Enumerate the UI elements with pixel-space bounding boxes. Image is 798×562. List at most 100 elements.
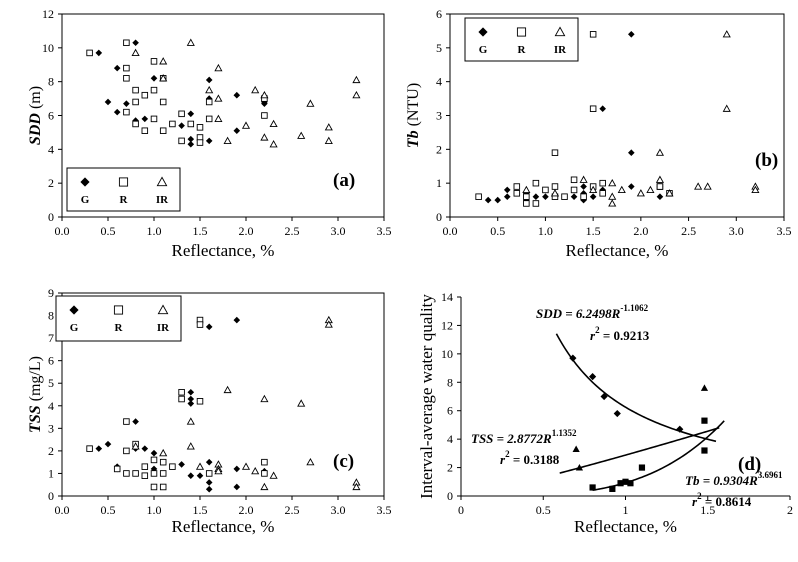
data-point-diamond bbox=[150, 465, 158, 473]
data-point-diamond bbox=[141, 115, 149, 123]
legend-label: R bbox=[518, 44, 527, 56]
data-point-diamond bbox=[656, 193, 664, 200]
x-tick-label: 2 bbox=[787, 503, 793, 517]
plot-frame bbox=[61, 292, 385, 497]
data-point-diamond bbox=[233, 127, 241, 135]
data-point-square bbox=[169, 120, 176, 128]
data-point-square bbox=[638, 464, 646, 471]
data-point-triangle bbox=[572, 445, 580, 452]
data-point-triangle bbox=[260, 394, 269, 403]
y-tick-label: 2 bbox=[48, 176, 54, 190]
y-axis-label: Interval-average water quality bbox=[417, 294, 436, 499]
data-point-triangle bbox=[352, 482, 361, 491]
data-point-square bbox=[123, 75, 130, 82]
data-point-triangle bbox=[608, 192, 617, 200]
x-tick-label: 0.5 bbox=[101, 503, 116, 517]
data-point-square bbox=[609, 485, 616, 492]
x-tick-label: 0 bbox=[458, 503, 464, 517]
data-point-diamond bbox=[205, 485, 213, 493]
r-squared-exponent: 2 bbox=[505, 449, 510, 459]
legend-label: IR bbox=[157, 322, 170, 334]
y-tick-label: 3 bbox=[48, 421, 54, 435]
data-point-diamond bbox=[628, 183, 635, 190]
data-point-diamond bbox=[580, 183, 587, 190]
data-point-square bbox=[656, 183, 664, 190]
y-tick-label: 4 bbox=[48, 142, 54, 156]
data-point-triangle bbox=[751, 185, 760, 194]
legend-marker-triangle bbox=[157, 304, 169, 315]
x-tick-label: 1 bbox=[623, 503, 629, 517]
data-point-diamond bbox=[613, 409, 621, 418]
data-point-square bbox=[196, 398, 204, 405]
data-point-triangle bbox=[186, 442, 195, 450]
x-tick-label: 1.5 bbox=[700, 503, 715, 517]
data-point-triangle bbox=[214, 63, 223, 72]
legend-marker-square bbox=[113, 305, 124, 315]
x-tick-label: 2.5 bbox=[681, 224, 696, 238]
data-point-square bbox=[196, 321, 204, 328]
data-point-diamond bbox=[187, 400, 195, 407]
data-point-triangle bbox=[550, 189, 560, 197]
panel-a: 0.0 0.5 1.0 1.5 2.0 2.5 3.0 3.5 0 2 4 6 8 10 12 Reflect… bbox=[27, 7, 392, 260]
data-point-diamond bbox=[187, 140, 195, 148]
data-point-diamond bbox=[628, 31, 635, 38]
data-point-diamond bbox=[104, 98, 112, 106]
x-tick-label: 3.5 bbox=[377, 224, 392, 238]
legend-marker-square bbox=[516, 27, 527, 37]
legend-box bbox=[464, 17, 579, 62]
y-tick-label: 1 bbox=[48, 466, 54, 480]
r-squared-exponent: 2 bbox=[595, 325, 600, 335]
data-point-diamond bbox=[589, 193, 597, 200]
x-tick-label: 3.0 bbox=[331, 224, 346, 238]
data-point-square bbox=[532, 200, 540, 207]
data-point-triangle bbox=[703, 182, 712, 190]
fit-equation-text: SDD = 6.2498R bbox=[536, 306, 621, 321]
legend-label: G bbox=[81, 194, 90, 206]
data-point-triangle bbox=[223, 385, 232, 394]
panel-label: (a) bbox=[333, 170, 355, 191]
y-tick-label: 8 bbox=[48, 309, 54, 323]
legend-marker-diamond bbox=[69, 305, 79, 315]
data-point-diamond bbox=[187, 135, 195, 143]
legend-label: IR bbox=[156, 194, 169, 206]
data-point-diamond bbox=[178, 122, 185, 129]
data-point-square bbox=[123, 470, 130, 477]
data-point-square bbox=[159, 127, 167, 134]
data-point-diamond bbox=[599, 105, 606, 113]
data-point-square bbox=[159, 470, 167, 477]
data-point-diamond bbox=[205, 458, 213, 466]
data-point-diamond bbox=[503, 186, 511, 194]
fit-r-squared: r2 = 0.3188 bbox=[500, 449, 560, 467]
y-tick-label: 6 bbox=[447, 404, 453, 418]
data-point-square bbox=[150, 470, 158, 477]
panel-c: 0.0 0.5 1.0 1.5 2.0 2.5 3.0 3.5 0 1 2 3 4 5 6 7 8 9 Reflec… bbox=[27, 286, 392, 536]
data-point-triangle bbox=[260, 133, 269, 141]
data-point-triangle bbox=[655, 148, 665, 156]
data-point-triangle bbox=[269, 140, 278, 148]
x-tick-label: 1.5 bbox=[586, 224, 601, 238]
data-point-diamond bbox=[113, 108, 121, 116]
data-point-triangle bbox=[251, 466, 260, 475]
data-point-triangle bbox=[636, 189, 645, 197]
x-axis-label: Reflectance, % bbox=[566, 241, 669, 260]
panel-label: (b) bbox=[755, 150, 778, 171]
data-point-square bbox=[132, 120, 139, 128]
data-point-square bbox=[159, 458, 167, 466]
x-tick-label: 1.5 bbox=[193, 224, 208, 238]
data-point-triangle bbox=[700, 384, 709, 391]
legend-box bbox=[55, 295, 182, 342]
y-tick-label: 10 bbox=[42, 41, 54, 55]
data-point-square bbox=[513, 190, 521, 197]
y-tick-label: 6 bbox=[48, 109, 54, 123]
data-point-triangle bbox=[575, 463, 584, 471]
y-axis-label: TSS (mg/L) bbox=[27, 356, 44, 433]
data-point-triangle bbox=[352, 90, 361, 99]
data-point-square bbox=[542, 186, 549, 194]
data-point-square bbox=[701, 447, 708, 454]
y-tick-label: 7 bbox=[48, 331, 54, 345]
y-axis-label-text: Tb bbox=[405, 130, 422, 148]
data-point-diamond bbox=[600, 392, 608, 401]
data-point-diamond bbox=[503, 193, 511, 200]
r-squared-value: = 0.3188 bbox=[510, 452, 560, 467]
r-symbol: r bbox=[692, 494, 698, 509]
